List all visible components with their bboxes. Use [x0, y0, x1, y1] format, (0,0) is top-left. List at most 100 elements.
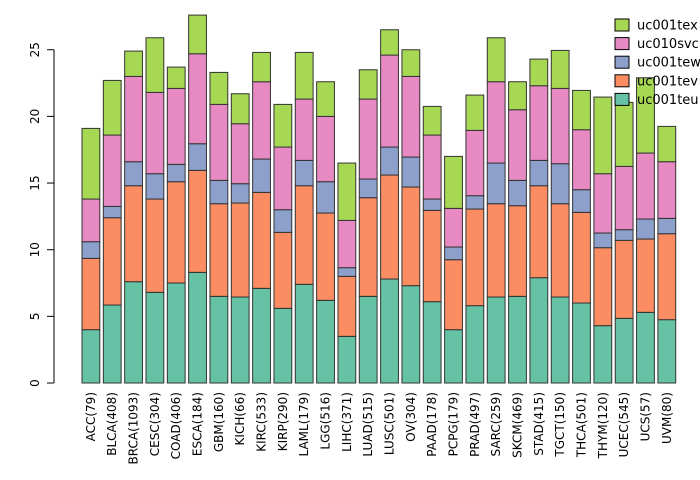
y-tick-label: 25: [28, 42, 42, 57]
legend-swatch-uc001teu: [614, 92, 630, 106]
bar-segment-ACC(79)-uc001teu: [81, 329, 101, 384]
x-category-label-THCA(501): THCA(501): [574, 392, 588, 458]
bar-segment-BLCA(408)-uc001tew: [102, 205, 122, 219]
bar-segment-SKCM(469)-uc010svc: [508, 109, 527, 181]
bar-segment-THCA(501)-uc010svc: [572, 129, 591, 191]
x-category-label-KIRC(533): KIRC(533): [255, 392, 269, 452]
bar-segment-LGG(516)-uc001teu: [316, 299, 335, 384]
bar-segment-BRCA(1093)-uc001tev: [124, 185, 143, 283]
bar-segment-PAAD(178)-uc001tex: [422, 105, 442, 136]
x-category-label-KIRP(290): KIRP(290): [276, 392, 290, 451]
bar-segment-LUAD(515)-uc001tev: [358, 197, 378, 297]
bar-segment-KIRP(290)-uc001tew: [273, 209, 293, 233]
bar-segment-TGCT(150)-uc001tex: [550, 49, 570, 89]
bar-segment-LIHC(371)-uc001tev: [337, 275, 357, 337]
bar-segment-COAD(406)-uc010svc: [166, 87, 186, 165]
bar-segment-TGCT(150)-uc001tew: [550, 163, 570, 205]
bar-segment-LAML(179)-uc010svc: [294, 98, 314, 161]
x-category-label-PCPG(179): PCPG(179): [447, 392, 461, 456]
x-category-label-ESCA(184): ESCA(184): [191, 392, 205, 456]
bar-segment-UVM(80)-uc001tev: [657, 233, 677, 321]
bar-segment-LGG(516)-uc001tew: [316, 181, 335, 214]
bar-segment-LAML(179)-uc001tew: [294, 159, 314, 187]
bar-segment-PRAD(497)-uc001tex: [465, 94, 485, 131]
bar-segment-LAML(179)-uc001tev: [294, 185, 314, 285]
bar-segment-PRAD(497)-uc001teu: [465, 305, 485, 384]
legend-label-uc001teu: uc001teu: [637, 93, 699, 108]
bar-segment-GBM(160)-uc010svc: [209, 103, 229, 181]
x-category-label-SARC(259): SARC(259): [489, 392, 503, 456]
bar-segment-KIRP(290)-uc001tex: [273, 103, 293, 148]
bar-segment-PRAD(497)-uc001tew: [465, 195, 485, 210]
bar-segment-KIRC(533)-uc010svc: [252, 81, 271, 160]
bar-segment-PCPG(179)-uc001teu: [444, 329, 463, 384]
bar-segment-OV(304)-uc010svc: [401, 75, 421, 158]
bar-segment-ACC(79)-uc001tev: [81, 257, 101, 331]
bar-segment-UCEC(545)-uc001tex: [614, 101, 634, 167]
bar-segment-KIRP(290)-uc001tev: [273, 231, 293, 309]
bar-segment-PRAD(497)-uc010svc: [465, 129, 485, 197]
bar-segment-THYM(120)-uc001tex: [593, 96, 613, 175]
bar-segment-COAD(406)-uc001tex: [166, 66, 186, 89]
x-category-label-PRAD(497): PRAD(497): [468, 392, 482, 457]
legend-swatch-uc001tex: [614, 18, 630, 32]
bar-segment-TGCT(150)-uc010svc: [550, 87, 570, 165]
bar-segment-LUAD(515)-uc001teu: [358, 295, 378, 384]
bar-segment-LIHC(371)-uc001teu: [337, 335, 357, 384]
bar-segment-OV(304)-uc001tew: [401, 156, 421, 188]
bar-segment-LUSC(501)-uc001teu: [380, 278, 399, 384]
bar-segment-BRCA(1093)-uc001tew: [124, 161, 143, 187]
bar-segment-KIRC(533)-uc001tex: [252, 51, 271, 83]
bar-segment-THCA(501)-uc001tev: [572, 211, 591, 304]
x-category-label-GBM(160): GBM(160): [212, 392, 226, 452]
bar-segment-UCS(57)-uc001teu: [636, 311, 655, 384]
y-tick-label: 5: [28, 313, 42, 321]
legend-label-uc001tew: uc001tew: [637, 56, 700, 71]
bar-segment-BLCA(408)-uc001teu: [102, 304, 122, 384]
bar-segment-UVM(80)-uc001tex: [657, 125, 677, 163]
bar-segment-PCPG(179)-uc001tev: [444, 259, 463, 331]
x-category-label-LGG(516): LGG(516): [319, 392, 333, 450]
x-category-label-KICH(66): KICH(66): [233, 392, 247, 445]
bar-segment-THYM(120)-uc001teu: [593, 325, 613, 384]
bar-segment-THCA(501)-uc001tew: [572, 189, 591, 213]
bar-segment-BLCA(408)-uc010svc: [102, 134, 122, 207]
bar-segment-PAAD(178)-uc001tew: [422, 198, 442, 211]
bar-segment-SKCM(469)-uc001teu: [508, 295, 527, 384]
x-category-label-UVM(80): UVM(80): [660, 392, 674, 444]
x-category-label-THYM(120): THYM(120): [596, 392, 610, 459]
bar-segment-CESC(304)-uc001teu: [145, 291, 165, 384]
bar-segment-OV(304)-uc001teu: [401, 285, 421, 384]
x-category-label-UCEC(545): UCEC(545): [617, 392, 631, 457]
x-category-label-PAAD(178): PAAD(178): [425, 392, 439, 457]
bar-segment-SKCM(469)-uc001tex: [508, 81, 527, 111]
bar-segment-UVM(80)-uc010svc: [657, 161, 677, 219]
bar-segment-UCS(57)-uc001tex: [636, 77, 655, 154]
bar-segment-TGCT(150)-uc001tev: [550, 203, 570, 298]
bar-segment-UVM(80)-uc001tew: [657, 217, 677, 235]
bar-segment-LUAD(515)-uc001tew: [358, 178, 378, 199]
bar-segment-UCS(57)-uc001tew: [636, 218, 655, 240]
bar-segment-OV(304)-uc001tev: [401, 186, 421, 287]
bar-segment-LUSC(501)-uc001tew: [380, 146, 399, 176]
bar-segment-LUSC(501)-uc001tev: [380, 174, 399, 280]
x-category-label-STAD(415): STAD(415): [532, 392, 546, 456]
bar-segment-THYM(120)-uc010svc: [593, 173, 613, 234]
x-category-label-ACC(79): ACC(79): [84, 392, 98, 441]
bar-segment-LUAD(515)-uc010svc: [358, 98, 378, 180]
legend-swatch-uc001tew: [614, 55, 630, 69]
bar-segment-CESC(304)-uc010svc: [145, 91, 165, 175]
bar-segment-SARC(259)-uc001tew: [486, 162, 506, 205]
legend-label-uc010svc: uc010svc: [637, 37, 699, 52]
bar-segment-STAD(415)-uc001teu: [529, 277, 549, 384]
x-category-label-CESC(304): CESC(304): [148, 392, 162, 456]
bar-segment-UVM(80)-uc001teu: [657, 319, 677, 384]
bar-segment-STAD(415)-uc010svc: [529, 85, 549, 161]
bar-segment-SKCM(469)-uc001tew: [508, 179, 527, 207]
bar-segment-PCPG(179)-uc001tew: [444, 246, 463, 261]
x-category-label-LUSC(501): LUSC(501): [383, 392, 397, 455]
bar-segment-CESC(304)-uc001tew: [145, 173, 165, 200]
bar-segment-COAD(406)-uc001tev: [166, 181, 186, 284]
bar-segment-GBM(160)-uc001tev: [209, 203, 229, 297]
